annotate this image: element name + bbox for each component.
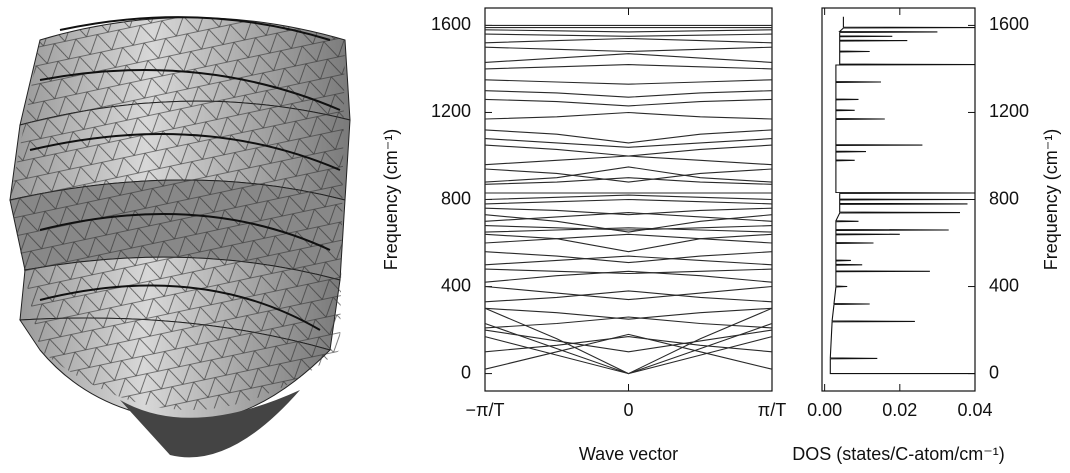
dispersion-band: [484, 212, 773, 222]
dispersion-band: [484, 46, 773, 53]
dispersion-band: [484, 155, 773, 166]
dispersion-band: [484, 225, 773, 231]
dispersion-band: [484, 138, 773, 148]
dispersion-band: [484, 251, 773, 264]
dispersion-band: [484, 64, 773, 70]
dispersion-band: [484, 98, 773, 107]
dispersion-band: [484, 144, 773, 157]
nanotube-illustration: [9, 16, 351, 458]
dispersion-band: [484, 233, 773, 244]
dispersion-band: [484, 336, 773, 375]
x-tick-label: 0.04: [957, 400, 992, 420]
dispersion-band: [484, 307, 773, 320]
dispersion-band: [484, 233, 773, 253]
dispersion-band: [484, 336, 773, 353]
y-axis-label: Frequency (cm⁻¹): [1041, 129, 1061, 271]
dispersion-band: [484, 214, 773, 233]
dispersion-band: [484, 168, 773, 183]
y-tick-label: 1200: [431, 101, 471, 121]
y-tick-label: 400: [441, 275, 471, 295]
dos-curve: [829, 16, 976, 375]
dispersion-band: [484, 33, 773, 37]
dispersion-band: [484, 29, 773, 33]
x-axis-label: DOS (states/C-atom/cm⁻¹): [792, 444, 1005, 464]
dispersion-band: [484, 198, 773, 205]
dispersion-band: [484, 111, 773, 120]
dispersion-band: [484, 194, 773, 201]
y-tick-label: 0: [989, 362, 999, 382]
dispersion-band: [484, 177, 773, 185]
y-axis-label: Frequency (cm⁻¹): [381, 129, 401, 271]
x-tick-label: 0.02: [882, 400, 917, 420]
x-tick-label: −π/T: [466, 400, 505, 420]
dispersion-band: [484, 268, 773, 275]
dispersion-band: [484, 329, 773, 353]
dispersion-band: [484, 227, 773, 233]
x-tick-label: π/T: [758, 400, 786, 420]
dispersion-band: [484, 290, 773, 303]
dispersion-band: [484, 316, 773, 329]
y-tick-label: 1600: [989, 14, 1029, 34]
x-tick-label: 0: [623, 400, 633, 420]
y-tick-label: 400: [989, 275, 1019, 295]
dispersion-band: [484, 322, 773, 375]
y-tick-label: 1600: [431, 14, 471, 34]
y-tick-label: 800: [989, 188, 1019, 208]
y-tick-label: 800: [441, 188, 471, 208]
y-tick-label: 0: [461, 362, 471, 382]
dispersion-band: [484, 207, 773, 216]
dispersion-band: [484, 270, 773, 283]
dispersion-band: [484, 90, 773, 98]
dispersion-band: [484, 79, 773, 85]
dispersion-band: [484, 307, 773, 375]
dispersion-band: [484, 129, 773, 144]
y-tick-label: 1200: [989, 101, 1029, 121]
x-tick-label: 0.00: [807, 400, 842, 420]
dispersion-band: [484, 53, 773, 63]
x-axis-label: Wave vector: [579, 444, 678, 464]
dispersion-band: [484, 37, 773, 44]
dispersion-band: [484, 255, 773, 266]
dispersion-band: [484, 285, 773, 301]
dispersion-band: [484, 166, 773, 183]
dispersion-band: [484, 333, 773, 370]
